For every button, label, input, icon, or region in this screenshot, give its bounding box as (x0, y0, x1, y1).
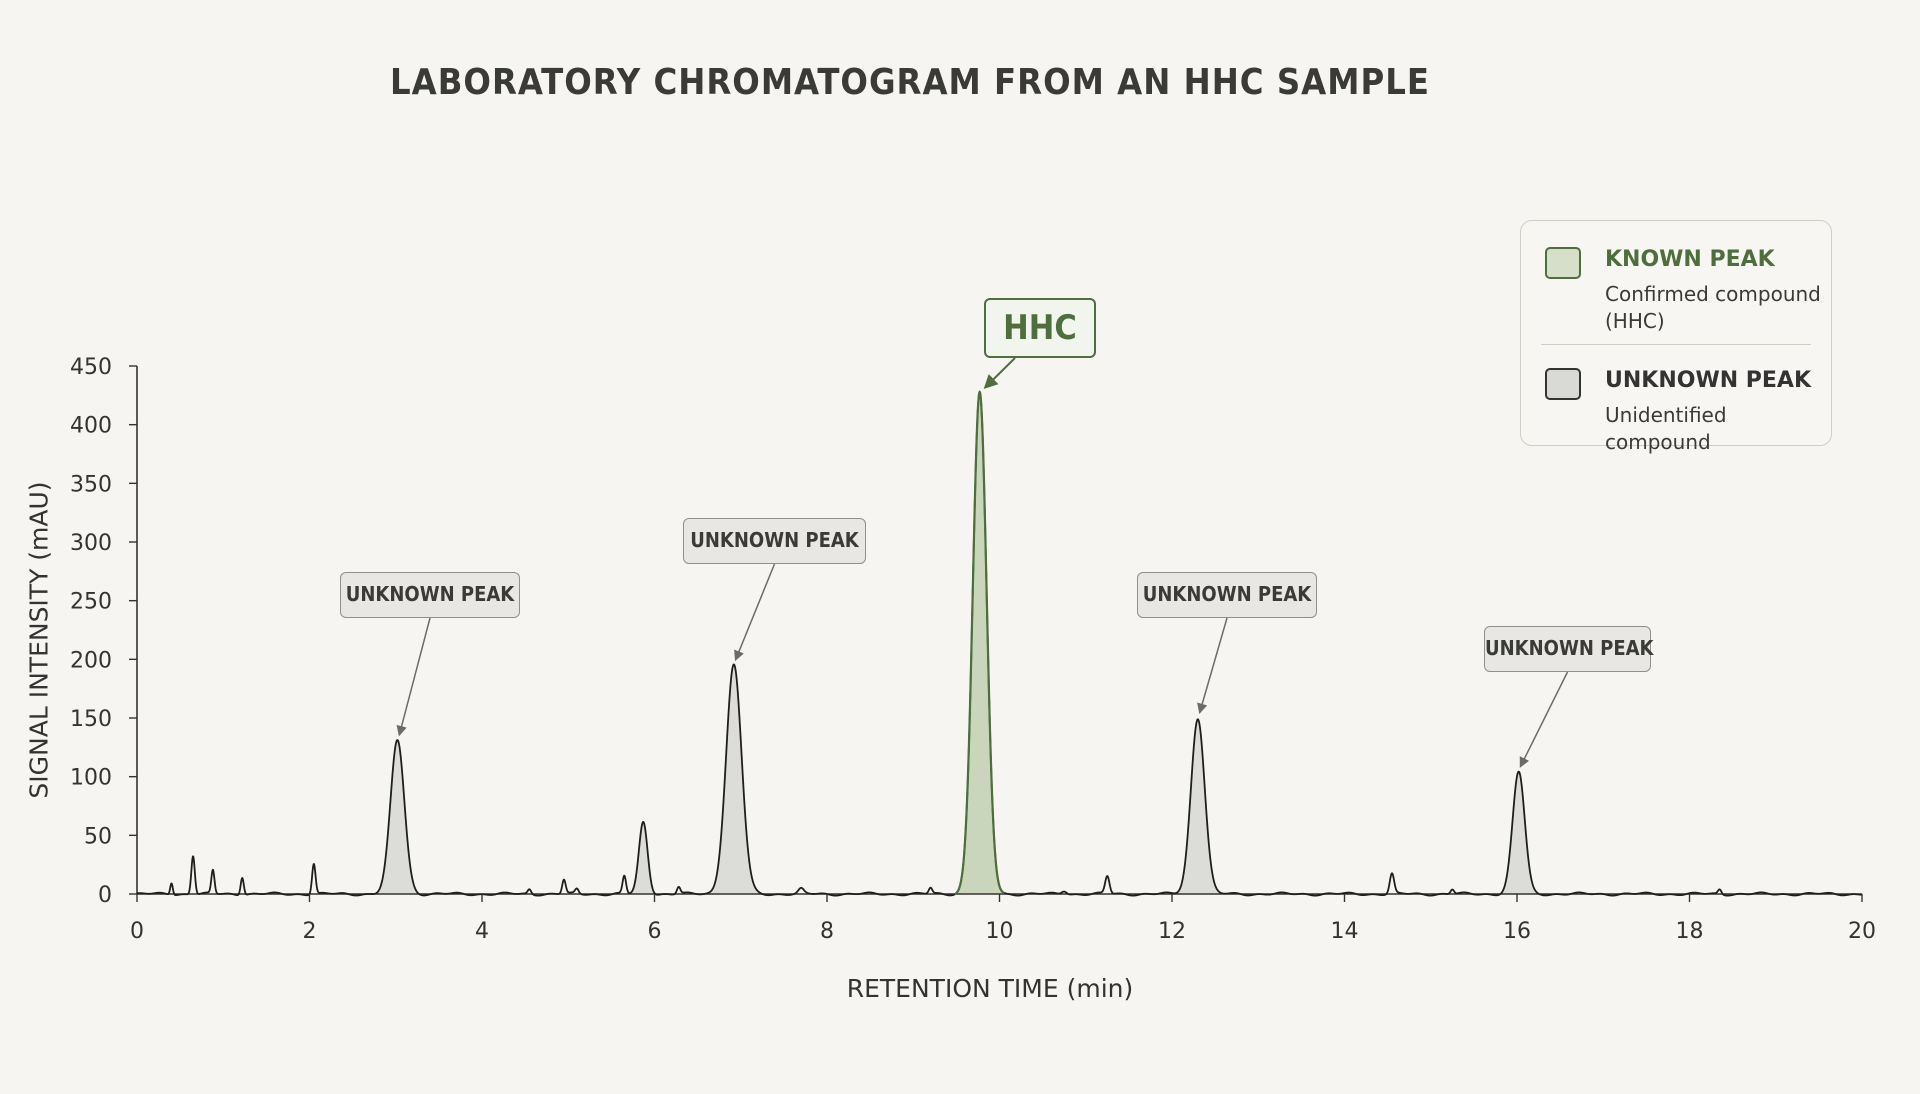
unknown-peak-fill (627, 821, 659, 894)
y-tick-label: 0 (98, 883, 112, 908)
known-peak-outline (954, 390, 1005, 896)
chart-title: LABORATORY CHROMATOGRAM FROM AN HHC SAMP… (390, 62, 1430, 103)
x-tick-label: 8 (820, 919, 834, 944)
y-tick-label: 200 (70, 648, 112, 673)
y-tick-label: 250 (70, 590, 112, 615)
x-tick-label: 6 (648, 919, 662, 944)
y-tick-label: 150 (70, 707, 112, 732)
y-tick-label: 450 (70, 355, 112, 380)
unknown-peak-fill (705, 664, 762, 894)
y-axis-label: SIGNAL INTENSITY (mAU) (24, 481, 54, 799)
y-tick-label: 300 (70, 531, 112, 556)
legend-divider (1541, 344, 1811, 345)
unknown-peak-fill (1496, 771, 1541, 894)
unknown-peak-arrow (396, 617, 431, 737)
unknown-peak-arrow (1519, 671, 1569, 768)
unknown-peak-callout: UNKNOWN PEAK (340, 572, 520, 618)
x-tick-label: 0 (130, 919, 144, 944)
hhc-callout: HHC (984, 298, 1096, 358)
x-tick-label: 2 (303, 919, 317, 944)
x-tick-label: 20 (1848, 919, 1876, 944)
unknown-peak-callout: UNKNOWN PEAK (683, 518, 866, 564)
legend-label-known: KNOWN PEAK (1605, 247, 1775, 272)
x-axis-label: RETENTION TIME (min) (846, 974, 1134, 1003)
x-tick-label: 10 (986, 919, 1014, 944)
legend-desc-unknown: Unidentified compound (1605, 403, 1727, 454)
legend-swatch-known (1545, 247, 1581, 279)
known-peak-fill (954, 391, 1005, 894)
unknown-peak-callout: UNKNOWN PEAK (1484, 626, 1654, 672)
x-tick-label: 18 (1676, 919, 1704, 944)
unknown-peak-arrow (734, 563, 776, 662)
x-tick-label: 12 (1158, 919, 1186, 944)
x-tick-label: 14 (1331, 919, 1359, 944)
x-tick-label: 4 (475, 919, 489, 944)
x-tick-label: 16 (1503, 919, 1531, 944)
unknown-peak-fill (372, 740, 423, 894)
unknown-peak-arrow (1197, 617, 1228, 715)
legend: KNOWN PEAK Confirmed compound (HHC) UNKN… (1520, 220, 1832, 454)
y-tick-label: 100 (70, 766, 112, 791)
y-tick-label: 350 (70, 472, 112, 497)
hhc-callout-arrow (983, 357, 1016, 389)
legend-swatch-unknown (1545, 368, 1581, 400)
y-tick-label: 50 (84, 824, 112, 849)
unknown-peak-fill (1173, 719, 1223, 894)
legend-desc-known: Confirmed compound (HHC) (1605, 282, 1821, 333)
y-tick-label: 400 (70, 414, 112, 439)
legend-label-unknown: UNKNOWN PEAK (1605, 368, 1812, 393)
unknown-peak-callout: UNKNOWN PEAK (1137, 572, 1317, 618)
